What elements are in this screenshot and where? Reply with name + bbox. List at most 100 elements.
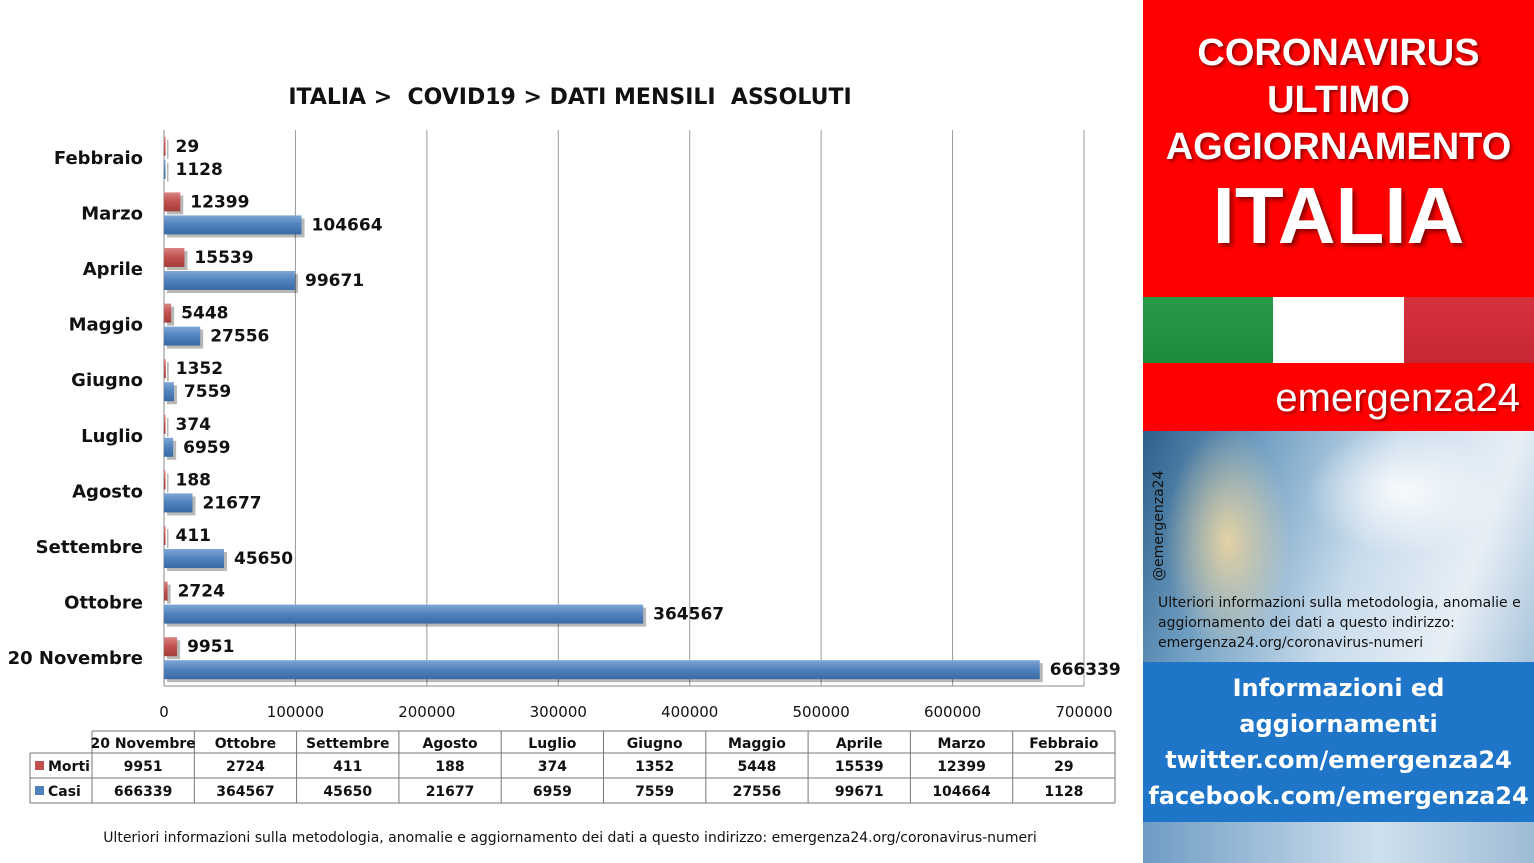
facebook-link[interactable]: facebook.com/emergenza24 (1148, 782, 1529, 810)
table-header: Settembre (306, 736, 389, 752)
category-label: Marzo (81, 203, 143, 224)
data-label: 15539 (194, 248, 253, 268)
data-label: 2724 (178, 582, 225, 602)
table-cell: 188 (435, 759, 464, 775)
table-header: Marzo (938, 736, 986, 752)
headline-line-3: AGGIORNAMENTO (1165, 126, 1512, 168)
data-label: 21677 (202, 493, 261, 513)
category-label: Luglio (81, 426, 143, 447)
category-label: Settembre (36, 537, 143, 558)
table-cell: 374 (538, 759, 567, 775)
brand-name: emergenza24 (1143, 363, 1534, 431)
legend-label: Morti (48, 759, 90, 775)
table-cell: 104664 (932, 784, 991, 800)
category-label: 20 Novembre (8, 648, 143, 669)
data-label: 12399 (190, 192, 249, 212)
data-label: 1352 (176, 359, 223, 379)
info-line-1: Informazioni ed (1232, 674, 1445, 702)
x-tick-label: 0 (159, 703, 169, 721)
table-cell: 364567 (216, 784, 274, 800)
table-cell: 411 (333, 759, 362, 775)
table-cell: 12399 (937, 759, 986, 775)
right-panel: CORONAVIRUS ULTIMO AGGIORNAMENTO ITALIA … (1143, 0, 1534, 863)
table-cell: 2724 (226, 759, 265, 775)
data-label: 188 (176, 470, 212, 490)
info-box: Informazioni ed aggiornamenti twitter.co… (1143, 662, 1534, 822)
category-label: Agosto (72, 481, 143, 502)
data-label: 9951 (187, 637, 234, 657)
data-label: 7559 (184, 382, 231, 402)
legend-label: Casi (48, 784, 81, 800)
footnote: Ulteriori informazioni sulla metodologia… (103, 830, 1037, 846)
background-photo: @emergenza24 Ulteriori informazioni sull… (1143, 431, 1534, 662)
headline-line-2: ULTIMO (1267, 79, 1410, 121)
x-tick-label: 500000 (793, 703, 850, 721)
data-label: 666339 (1050, 660, 1121, 680)
table-cell: 99671 (835, 784, 884, 800)
bar-morti (164, 136, 166, 156)
category-label: Aprile (83, 259, 143, 280)
table-cell: 27556 (733, 784, 782, 800)
x-tick-label: 400000 (661, 703, 718, 721)
bar-casi (164, 437, 174, 457)
bar-casi (164, 215, 302, 235)
table-cell: 1352 (635, 759, 674, 775)
bar-morti (164, 637, 178, 657)
bar-shadow (167, 417, 169, 437)
bar-casi (164, 604, 644, 624)
bar-morti (164, 581, 168, 601)
table-cell: 5448 (737, 759, 776, 775)
bar-morti (164, 526, 166, 545)
x-tick-label: 700000 (1055, 703, 1112, 721)
bar-casi (164, 493, 193, 513)
table-header: 20 Novembre (90, 736, 195, 752)
bar-morti (164, 470, 166, 490)
x-tick-label: 300000 (530, 703, 587, 721)
twitter-link[interactable]: twitter.com/emergenza24 (1165, 746, 1512, 774)
bar-morti (164, 359, 166, 379)
chart-title: ITALIA > COVID19 > DATI MENSILI ASSOLUTI (288, 85, 851, 110)
table-header: Maggio (728, 736, 786, 752)
table-header: Febbraio (1029, 736, 1099, 752)
bar-shadow (167, 362, 169, 382)
category-label: Febbraio (54, 148, 143, 169)
bar-casi (164, 382, 174, 402)
table-header: Giugno (627, 736, 683, 752)
table-cell: 7559 (635, 784, 674, 800)
table-cell: 6959 (533, 784, 572, 800)
category-label: Ottobre (64, 593, 143, 614)
bar-morti (164, 414, 166, 434)
bar-morti (164, 248, 185, 267)
headline-box: CORONAVIRUS ULTIMO AGGIORNAMENTO ITALIA (1143, 0, 1534, 297)
info-line-2: aggiornamenti (1239, 710, 1438, 738)
data-label: 364567 (653, 605, 724, 625)
methodology-note: Ulteriori informazioni sulla metodologia… (1158, 595, 1521, 651)
table-cell: 29 (1054, 759, 1073, 775)
bar-morti (164, 192, 181, 212)
bar-casi (164, 549, 224, 568)
chart: ITALIA > COVID19 > DATI MENSILI ASSOLUTI… (8, 85, 1121, 804)
bar-shadow (167, 473, 169, 493)
bar-shadow (167, 529, 169, 548)
social-handle: @emergenza24 (1151, 470, 1167, 582)
x-tick-label: 600000 (924, 703, 981, 721)
data-label: 1128 (176, 160, 223, 180)
table-cell: 45650 (323, 784, 372, 800)
data-label: 411 (176, 526, 212, 546)
data-label: 27556 (210, 327, 269, 347)
table-header: Agosto (422, 736, 478, 752)
headline-line-1: CORONAVIRUS (1197, 32, 1480, 74)
data-label: 6959 (183, 438, 230, 458)
legend-swatch (35, 786, 44, 795)
table-cell: 21677 (426, 784, 475, 800)
data-label: 99671 (305, 271, 364, 291)
data-label: 45650 (234, 549, 293, 569)
bar-shadow (167, 584, 171, 604)
flag-green-stripe (1143, 297, 1273, 363)
bar-casi (164, 660, 1040, 680)
flag-white-stripe (1273, 297, 1404, 363)
data-label: 374 (176, 415, 212, 435)
category-label: Giugno (71, 370, 143, 391)
table-cell: 9951 (124, 759, 163, 775)
country-title: ITALIA (1212, 171, 1465, 260)
